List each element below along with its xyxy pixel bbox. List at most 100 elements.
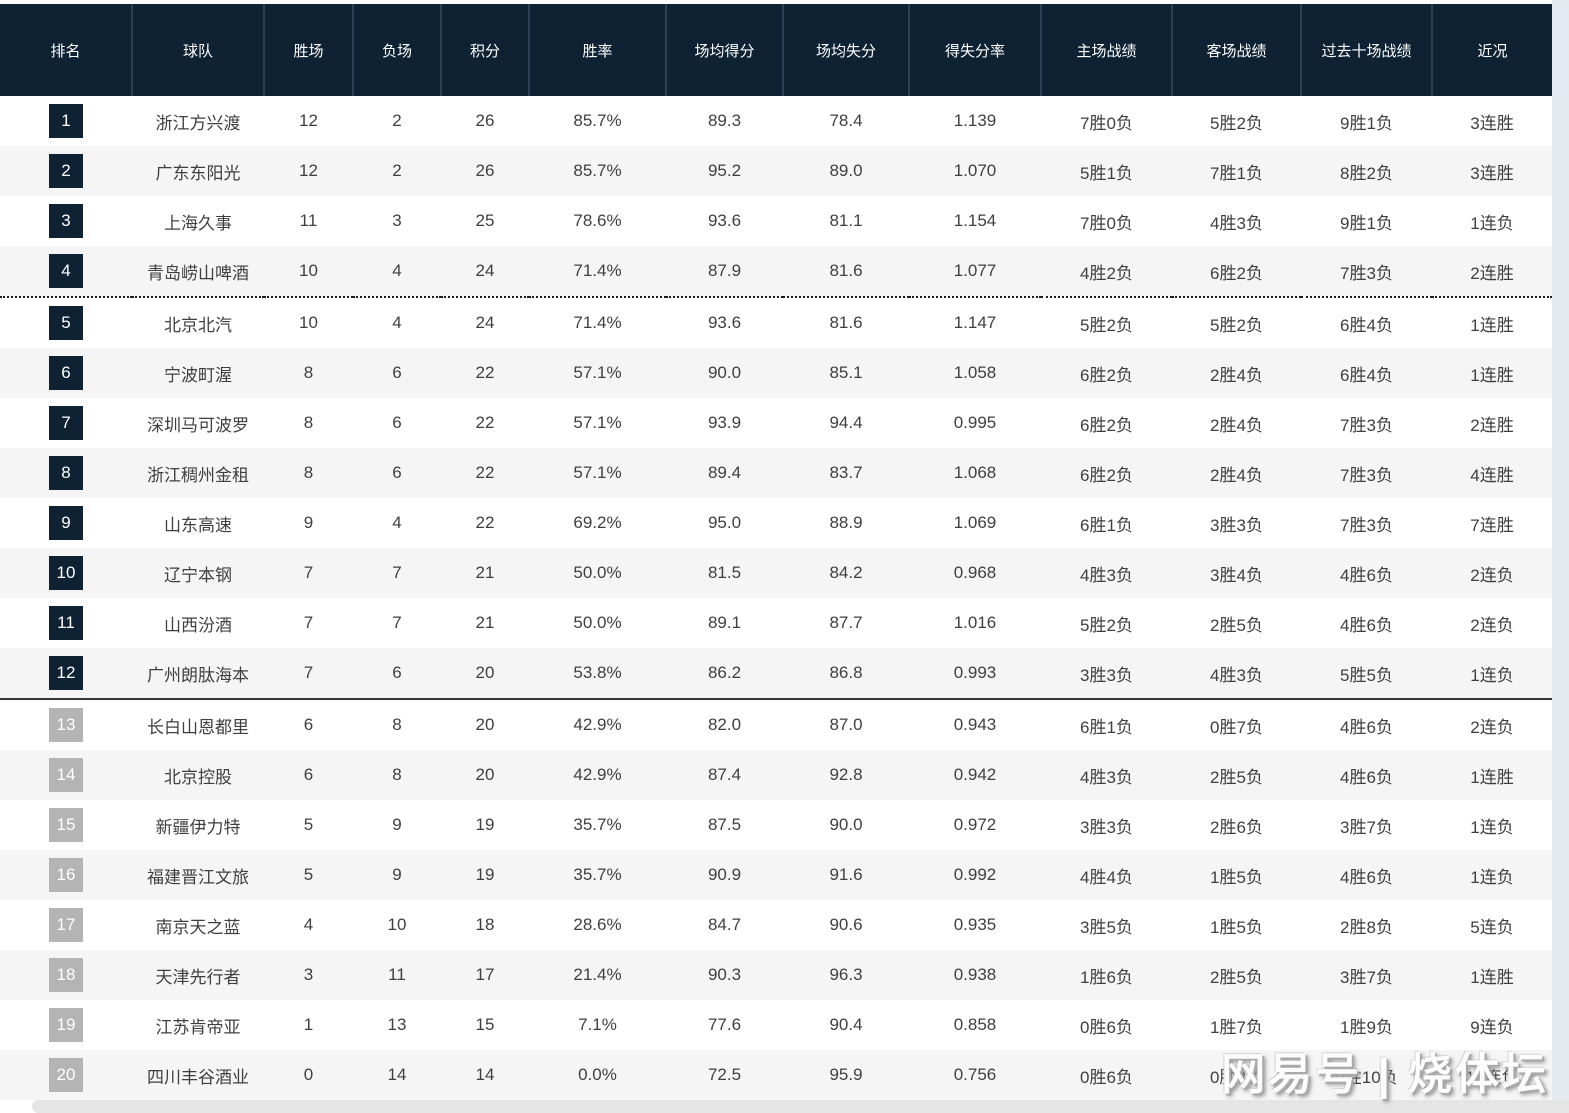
- cell-ppg: 87.5: [666, 800, 783, 850]
- column-header-wins: 胜场: [264, 4, 354, 96]
- cell-team: 上海久事: [132, 196, 264, 246]
- cell-win-rate: 0.0%: [529, 1050, 666, 1100]
- cell-ratio: 0.993: [909, 648, 1041, 699]
- table-row: 14 北京控股 6 8 20 42.9% 87.4 92.8 0.942 4胜3负 2胜5负 4胜6负…: [0, 750, 1552, 800]
- cell-last10-record: 0胜10负: [1301, 1050, 1432, 1100]
- cell-opp-ppg: 86.8: [783, 648, 909, 699]
- cell-away-record: 2胜6负: [1172, 800, 1301, 850]
- cell-last10-record: 1胜9负: [1301, 1000, 1432, 1050]
- cell-rank: 20: [0, 1050, 132, 1100]
- cell-last10-record: 4胜6负: [1301, 598, 1432, 648]
- cell-rank: 16: [0, 850, 132, 900]
- cell-streak: 1连胜: [1432, 296, 1552, 348]
- cell-ppg: 89.4: [666, 448, 783, 498]
- cell-streak: 9连负: [1432, 1000, 1552, 1050]
- cell-ppg: 89.1: [666, 598, 783, 648]
- cell-points: 22: [441, 398, 529, 448]
- cell-wins: 11: [264, 196, 353, 246]
- cell-ppg: 84.7: [666, 900, 783, 950]
- rank-badge: 3: [49, 204, 83, 238]
- cell-streak: 1连胜: [1432, 750, 1552, 800]
- cell-win-rate: 85.7%: [529, 96, 666, 146]
- cell-ratio: 0.942: [909, 750, 1041, 800]
- cell-wins: 12: [264, 146, 353, 196]
- rank-badge: 17: [49, 908, 83, 942]
- standings-table: 排名 球队 胜场 负场 积分 胜率 场均得分 场均失分 得失分率 主场战绩 客场战绩 过去十场战绩 近况…: [0, 4, 1552, 1100]
- cell-ppg: 95.2: [666, 146, 783, 196]
- cell-away-record: 5胜2负: [1172, 296, 1301, 348]
- cell-last10-record: 4胜6负: [1301, 750, 1432, 800]
- cell-team: 北京控股: [132, 750, 264, 800]
- cell-team: 山西汾酒: [132, 598, 264, 648]
- cell-win-rate: 57.1%: [529, 348, 666, 398]
- cell-opp-ppg: 89.0: [783, 146, 909, 196]
- cell-losses: 4: [353, 296, 441, 348]
- cell-rank: 8: [0, 448, 132, 498]
- cell-wins: 8: [264, 348, 353, 398]
- cell-streak: 1连负: [1432, 800, 1552, 850]
- rank-badge: 19: [49, 1008, 83, 1042]
- cell-losses: 7: [353, 548, 441, 598]
- table-row: 13 长白山恩都里 6 8 20 42.9% 82.0 87.0 0.943 6胜1负 0胜7负 4胜…: [0, 698, 1552, 750]
- cell-opp-ppg: 90.0: [783, 800, 909, 850]
- cell-opp-ppg: 84.2: [783, 548, 909, 598]
- cell-last10-record: 2胜8负: [1301, 900, 1432, 950]
- table-row: 17 南京天之蓝 4 10 18 28.6% 84.7 90.6 0.935 3胜5负 1胜5负 2胜…: [0, 900, 1552, 950]
- cell-home-record: 5胜2负: [1041, 598, 1172, 648]
- rank-badge: 10: [49, 556, 83, 590]
- cell-rank: 2: [0, 146, 132, 196]
- cell-opp-ppg: 90.4: [783, 1000, 909, 1050]
- cell-streak: 14连负: [1432, 1050, 1552, 1100]
- cell-ppg: 89.3: [666, 96, 783, 146]
- cell-streak: 2连负: [1432, 698, 1552, 750]
- rank-badge: 16: [49, 858, 83, 892]
- cell-away-record: 2胜5负: [1172, 598, 1301, 648]
- cell-rank: 13: [0, 698, 132, 750]
- cell-opp-ppg: 81.6: [783, 296, 909, 348]
- cell-streak: 1连胜: [1432, 950, 1552, 1000]
- cell-last10-record: 6胜4负: [1301, 296, 1432, 348]
- cell-team: 江苏肯帝亚: [132, 1000, 264, 1050]
- column-header-ratio: 得失分率: [909, 4, 1042, 96]
- rank-badge: 12: [49, 656, 83, 690]
- cell-ratio: 0.943: [909, 698, 1041, 750]
- cell-away-record: 2胜5负: [1172, 950, 1301, 1000]
- cell-win-rate: 53.8%: [529, 648, 666, 699]
- cell-home-record: 6胜2负: [1041, 398, 1172, 448]
- column-header-streak: 近况: [1432, 4, 1552, 96]
- cell-ratio: 0.968: [909, 548, 1041, 598]
- cell-last10-record: 7胜3负: [1301, 448, 1432, 498]
- cell-losses: 6: [353, 648, 441, 699]
- cell-losses: 4: [353, 246, 441, 297]
- cell-streak: 2连胜: [1432, 398, 1552, 448]
- cell-losses: 9: [353, 800, 441, 850]
- cell-team: 宁波町渥: [132, 348, 264, 398]
- table-row: 7 深圳马可波罗 8 6 22 57.1% 93.9 94.4 0.995 6胜2负 2胜4负 7胜3…: [0, 398, 1552, 448]
- cell-streak: 7连胜: [1432, 498, 1552, 548]
- cell-opp-ppg: 87.7: [783, 598, 909, 648]
- cell-ppg: 90.0: [666, 348, 783, 398]
- cell-away-record: 2胜4负: [1172, 348, 1301, 398]
- cell-last10-record: 4胜6负: [1301, 548, 1432, 598]
- cell-team: 青岛崂山啤酒: [132, 246, 264, 297]
- cell-home-record: 1胜6负: [1041, 950, 1172, 1000]
- cell-last10-record: 7胜3负: [1301, 398, 1432, 448]
- cell-points: 15: [441, 1000, 529, 1050]
- cell-wins: 10: [264, 296, 353, 348]
- cell-team: 南京天之蓝: [132, 900, 264, 950]
- cell-away-record: 0胜7负: [1172, 698, 1301, 750]
- horizontal-scrollbar[interactable]: [32, 1100, 1569, 1113]
- cell-home-record: 6胜1负: [1041, 698, 1172, 750]
- cell-opp-ppg: 83.7: [783, 448, 909, 498]
- rank-badge: 15: [49, 808, 83, 842]
- cell-last10-record: 7胜3负: [1301, 246, 1432, 297]
- table-row: 5 北京北汽 10 4 24 71.4% 93.6 81.6 1.147 5胜2负 5胜2负 6胜4负…: [0, 296, 1552, 348]
- cell-ppg: 72.5: [666, 1050, 783, 1100]
- table-row: 15 新疆伊力特 5 9 19 35.7% 87.5 90.0 0.972 3胜3负 2胜6负 3胜7…: [0, 800, 1552, 850]
- cell-home-record: 4胜2负: [1041, 246, 1172, 297]
- cell-team: 新疆伊力特: [132, 800, 264, 850]
- cell-ratio: 0.858: [909, 1000, 1041, 1050]
- column-header-opp-ppg: 场均失分: [783, 4, 910, 96]
- cell-opp-ppg: 85.1: [783, 348, 909, 398]
